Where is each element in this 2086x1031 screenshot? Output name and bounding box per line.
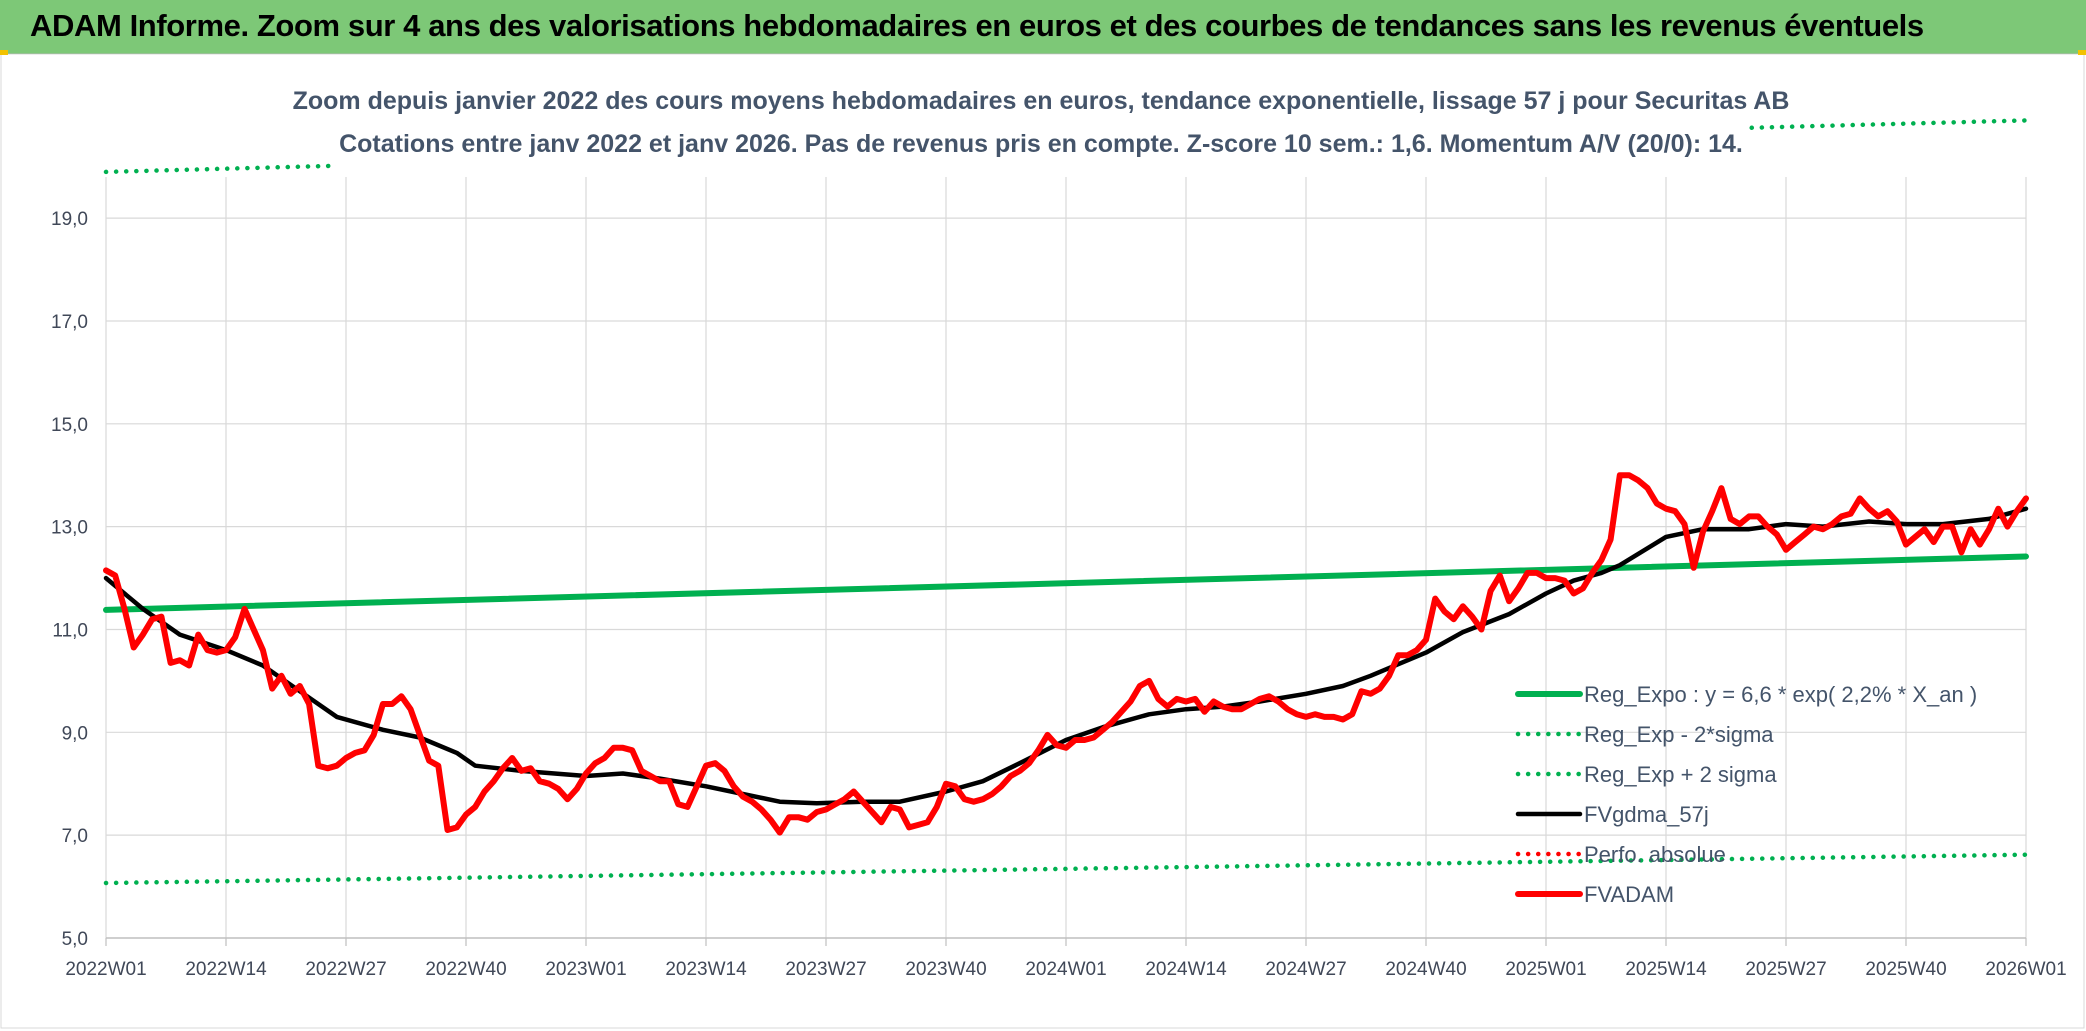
x-tick-label: 2024W27	[1265, 959, 1346, 980]
chart-outer-border	[0, 53, 2085, 1029]
x-tick-label: 2025W27	[1745, 959, 1826, 980]
y-tick-label: 13,0	[51, 518, 88, 539]
legend-label: Reg_Exp + 2 sigma	[1584, 762, 1777, 787]
x-tick-label: 2026W01	[1985, 959, 2066, 980]
x-tick-label: 2023W40	[905, 959, 986, 980]
corner-marker-left	[0, 50, 8, 55]
x-tick-label: 2022W14	[185, 959, 267, 980]
y-tick-label: 11,0	[52, 620, 88, 641]
report-banner: ADAM Informe. Zoom sur 4 ans des valoris…	[0, 0, 2086, 54]
x-tick-labels: 2022W01 2022W14 2022W27 2022W40 2023W01 2023W…	[65, 959, 2066, 980]
x-tick-label: 2023W14	[665, 959, 747, 980]
corner-marker-right	[2078, 50, 2086, 55]
legend-label: Reg_Exp - 2*sigma	[1584, 722, 1774, 747]
x-tick-label: 2024W40	[1385, 959, 1466, 980]
legend-label: Reg_Expo : y = 6,6 * exp( 2,2% * X_an )	[1584, 682, 1977, 707]
x-tick-label: 2024W14	[1145, 959, 1227, 980]
x-tick-label: 2025W40	[1865, 959, 1946, 980]
x-tick-label: 2025W14	[1625, 959, 1707, 980]
legend-label: FVgdma_57j	[1584, 802, 1709, 827]
title-backdrop	[336, 76, 1746, 168]
gridlines	[105, 177, 2027, 946]
chart-title-line-1: Zoom depuis janvier 2022 des cours moyen…	[293, 87, 1790, 115]
fvadam-line	[103, 472, 2029, 836]
legend-label: FVADAM	[1584, 882, 1674, 907]
chart-title-line-2: Cotations entre janv 2022 et janv 2026. …	[339, 130, 1743, 158]
x-tick-label: 2025W01	[1505, 959, 1586, 980]
report-title: ADAM Informe. Zoom sur 4 ans des valoris…	[30, 8, 1924, 43]
x-tick-label: 2024W01	[1025, 959, 1106, 980]
x-tick-label: 2023W27	[785, 959, 866, 980]
y-tick-labels: 5,0 7,0 9,0 11,0 13,0 15,0 17,0 19,0	[51, 209, 88, 950]
y-tick-label: 5,0	[62, 929, 88, 950]
chart-title: Zoom depuis janvier 2022 des cours moyen…	[293, 76, 1790, 168]
reg-expo-line	[103, 553, 2029, 613]
y-tick-label: 15,0	[51, 415, 88, 436]
y-tick-label: 19,0	[51, 209, 88, 230]
reg-exp-minus-2sigma-line	[103, 852, 2029, 886]
legend: Reg_Expo : y = 6,6 * exp( 2,2% * X_an ) R…	[1515, 682, 1977, 907]
y-tick-label: 9,0	[62, 723, 88, 744]
x-tick-label: 2023W01	[545, 959, 626, 980]
x-tick-label: 2022W27	[305, 959, 386, 980]
y-tick-label: 17,0	[51, 312, 88, 333]
legend-label: Perfo. absolue	[1584, 842, 1726, 867]
y-tick-label: 7,0	[62, 826, 88, 847]
x-tick-label: 2022W40	[425, 959, 506, 980]
fvgdma-57j-line	[103, 506, 2029, 806]
x-tick-label: 2022W01	[65, 959, 146, 980]
